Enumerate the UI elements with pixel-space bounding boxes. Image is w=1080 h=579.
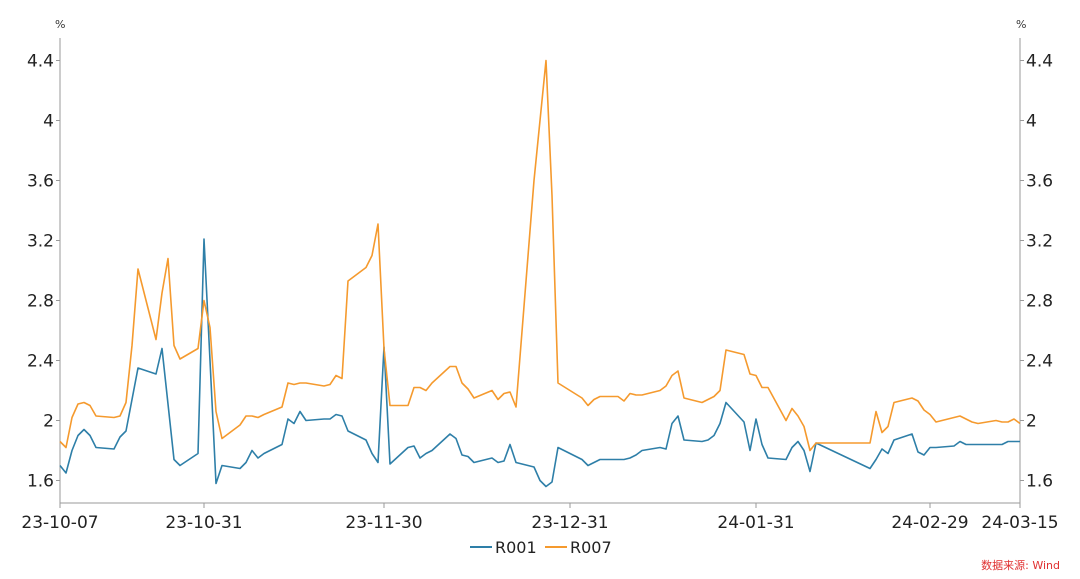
y-tick-label-left: 3.2 xyxy=(27,232,54,252)
y-tick-label-left: 4 xyxy=(43,112,54,132)
legend-label-r007: R007 xyxy=(570,538,612,557)
right-axis-unit: % xyxy=(1016,18,1026,31)
x-tick-label: 24-02-29 xyxy=(891,513,968,533)
y-tick-label-right: 3.2 xyxy=(1026,232,1053,252)
y-tick-label-right: 4.4 xyxy=(1026,52,1053,72)
y-tick-label-right: 1.6 xyxy=(1026,472,1053,492)
x-tick-label: 23-12-31 xyxy=(531,513,608,533)
chart-series xyxy=(59,59,1021,488)
x-tick-label: 23-11-30 xyxy=(345,513,422,533)
x-tick-label: 24-03-15 xyxy=(981,513,1058,533)
y-tick-label-left: 2.8 xyxy=(27,292,54,312)
chart-axes: 1.6 1.6 2 2 2.4 2.4 2.8 2.8 3.2 3.2 3.6 3.6 4 4 4.4 4.4… xyxy=(21,38,1059,533)
y-tick-label-left: 3.6 xyxy=(27,172,54,192)
x-tick-label: 24-01-31 xyxy=(717,513,794,533)
series-line-r007 xyxy=(59,59,1021,452)
legend-label-r001: R001 xyxy=(495,538,537,557)
x-tick-label: 23-10-31 xyxy=(165,513,242,533)
y-tick-label-right: 2 xyxy=(1026,412,1037,432)
source-note: 数据来源: Wind xyxy=(981,559,1060,572)
left-axis-unit: % xyxy=(55,18,65,31)
y-tick-label-right: 2.8 xyxy=(1026,292,1053,312)
chart-legend: R001 R007 xyxy=(470,538,612,557)
y-tick-label-right: 3.6 xyxy=(1026,172,1053,192)
y-tick-label-left: 2.4 xyxy=(27,352,54,372)
x-tick-label: 23-10-07 xyxy=(21,513,98,533)
series-line-r001 xyxy=(59,238,1020,488)
y-tick-label-right: 4 xyxy=(1026,112,1037,132)
y-tick-label-right: 2.4 xyxy=(1026,352,1053,372)
y-tick-label-left: 4.4 xyxy=(27,52,54,72)
y-tick-label-left: 1.6 xyxy=(27,472,54,492)
y-tick-label-left: 2 xyxy=(43,412,54,432)
